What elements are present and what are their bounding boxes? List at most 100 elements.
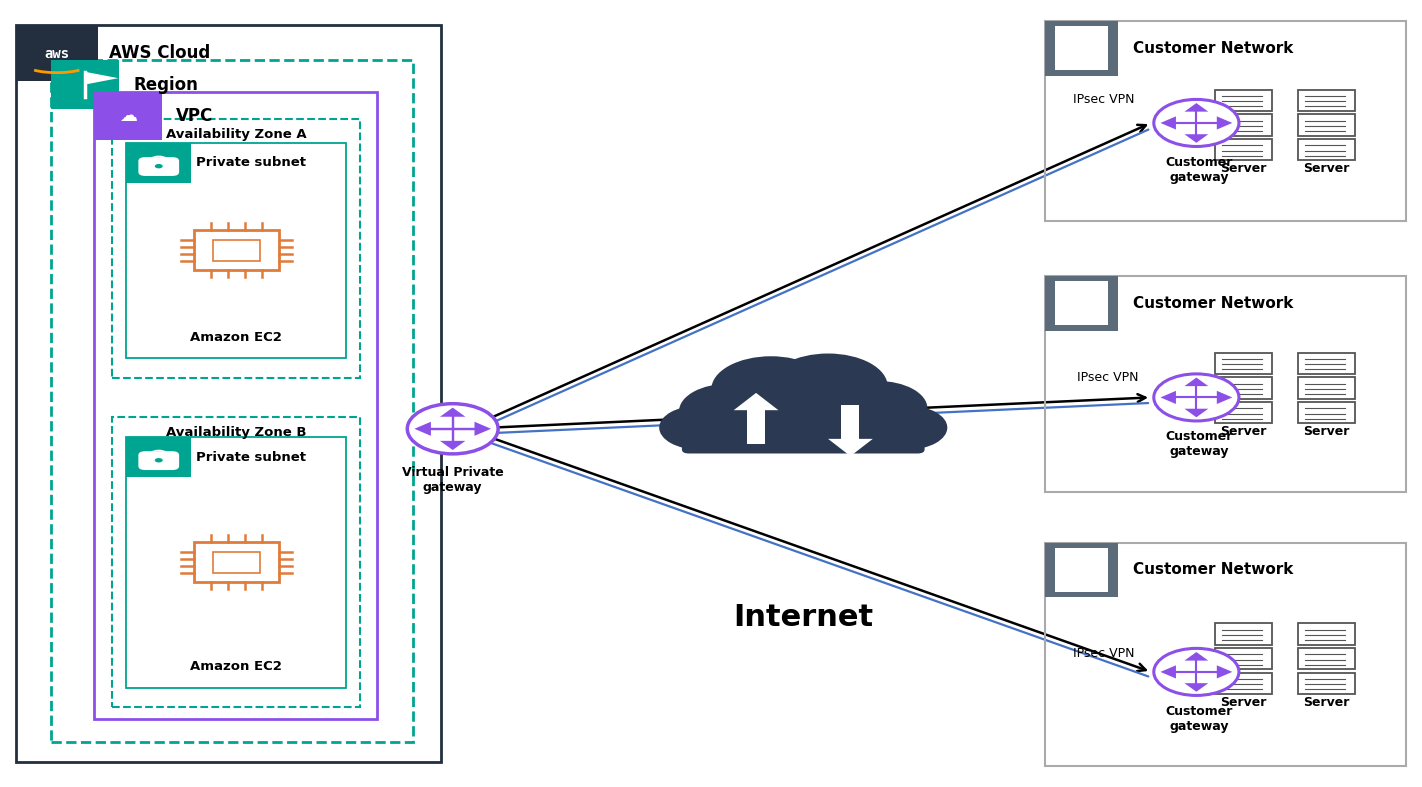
FancyBboxPatch shape [1298,114,1355,135]
FancyBboxPatch shape [1055,27,1108,70]
FancyBboxPatch shape [1061,568,1072,574]
Text: Customer
gateway: Customer gateway [1166,430,1233,458]
FancyBboxPatch shape [1055,548,1108,592]
Text: Customer Network: Customer Network [1132,296,1293,311]
FancyBboxPatch shape [1216,673,1271,694]
Text: Server: Server [1304,425,1349,438]
FancyBboxPatch shape [138,157,179,176]
Polygon shape [1160,665,1176,678]
Text: IPsec VPN: IPsec VPN [1076,371,1139,384]
Circle shape [828,381,927,436]
FancyBboxPatch shape [1061,60,1072,65]
FancyBboxPatch shape [1216,139,1271,161]
FancyBboxPatch shape [1076,60,1086,65]
Polygon shape [1185,378,1209,386]
FancyBboxPatch shape [842,405,859,439]
FancyBboxPatch shape [1298,402,1355,423]
Text: aws: aws [44,47,70,61]
Text: Server: Server [1220,425,1267,438]
FancyBboxPatch shape [1091,555,1102,560]
Text: IPsec VPN: IPsec VPN [1074,93,1135,106]
Text: Server: Server [1220,162,1267,175]
FancyBboxPatch shape [1061,315,1072,320]
FancyBboxPatch shape [1076,288,1086,294]
Polygon shape [1185,103,1209,112]
FancyBboxPatch shape [1045,276,1118,331]
Text: Server: Server [1220,696,1267,708]
FancyBboxPatch shape [1061,301,1072,307]
Text: Customer
gateway: Customer gateway [1166,156,1233,184]
FancyBboxPatch shape [1216,114,1271,135]
FancyBboxPatch shape [1076,568,1086,574]
Circle shape [1153,99,1239,146]
Text: AWS Cloud: AWS Cloud [109,44,210,62]
FancyBboxPatch shape [1076,582,1086,586]
Text: Server: Server [1304,696,1349,708]
Polygon shape [1217,116,1233,130]
FancyBboxPatch shape [747,410,765,444]
FancyBboxPatch shape [1045,542,1118,597]
Circle shape [407,404,498,454]
FancyBboxPatch shape [1298,353,1355,374]
FancyBboxPatch shape [1076,46,1086,52]
Text: Private subnet: Private subnet [196,450,306,464]
Text: Amazon EC2: Amazon EC2 [191,660,282,674]
Text: Virtual Private
gateway: Virtual Private gateway [402,466,503,493]
Polygon shape [85,72,118,84]
Polygon shape [1160,116,1176,130]
FancyBboxPatch shape [127,142,191,183]
FancyBboxPatch shape [127,437,191,478]
Text: IPsec VPN: IPsec VPN [1074,648,1135,660]
FancyBboxPatch shape [1091,46,1102,52]
Polygon shape [439,408,465,417]
FancyBboxPatch shape [1216,353,1271,374]
FancyBboxPatch shape [1055,282,1108,325]
Circle shape [711,357,830,422]
FancyBboxPatch shape [1076,555,1086,560]
FancyBboxPatch shape [1298,139,1355,161]
FancyBboxPatch shape [1091,568,1102,574]
Text: Availability Zone A: Availability Zone A [166,128,307,142]
Circle shape [155,458,162,463]
Polygon shape [1185,683,1209,692]
FancyBboxPatch shape [1091,315,1102,320]
FancyBboxPatch shape [1216,648,1271,669]
Polygon shape [1217,665,1233,678]
FancyBboxPatch shape [1061,34,1072,39]
FancyBboxPatch shape [1061,582,1072,586]
FancyBboxPatch shape [94,91,162,140]
Text: Availability Zone B: Availability Zone B [166,427,307,439]
Circle shape [1153,648,1239,696]
Polygon shape [734,393,778,410]
FancyBboxPatch shape [1091,301,1102,307]
FancyBboxPatch shape [51,61,119,109]
FancyBboxPatch shape [1216,402,1271,423]
Text: Server: Server [1304,162,1349,175]
Circle shape [132,442,185,471]
FancyBboxPatch shape [1091,288,1102,294]
FancyBboxPatch shape [1298,673,1355,694]
Text: Internet: Internet [734,604,873,632]
FancyBboxPatch shape [1298,648,1355,669]
FancyBboxPatch shape [1076,301,1086,307]
Circle shape [680,384,778,438]
FancyBboxPatch shape [1216,90,1271,111]
FancyBboxPatch shape [1061,288,1072,294]
FancyBboxPatch shape [1076,34,1086,39]
Polygon shape [414,422,431,436]
Polygon shape [1185,135,1209,142]
Polygon shape [1217,391,1233,404]
FancyBboxPatch shape [16,25,98,81]
FancyBboxPatch shape [1216,623,1271,645]
Text: Private subnet: Private subnet [196,157,306,169]
Circle shape [660,405,738,449]
Polygon shape [1185,408,1209,417]
FancyBboxPatch shape [1091,34,1102,39]
Circle shape [1153,374,1239,421]
FancyBboxPatch shape [1045,21,1118,76]
Circle shape [867,405,947,449]
FancyBboxPatch shape [1298,378,1355,398]
Polygon shape [475,422,491,436]
Circle shape [155,164,162,168]
Text: Customer Network: Customer Network [1132,563,1293,578]
